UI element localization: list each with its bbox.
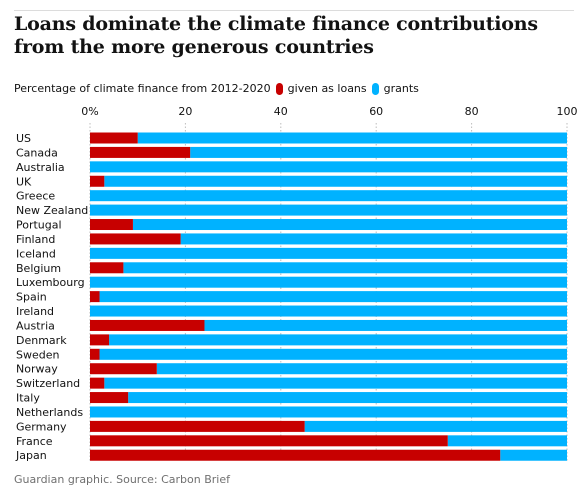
bar-loans-spain [90, 291, 100, 303]
bar-grants-france [447, 435, 567, 447]
category-label-portugal: Portugal [16, 219, 62, 232]
category-label-uk: UK [16, 175, 32, 188]
bar-grants-netherlands [90, 406, 567, 418]
bar-grants-sweden [99, 348, 567, 360]
bar-loans-switzerland [90, 377, 105, 389]
legend: Percentage of climate finance from 2012-… [14, 82, 419, 96]
category-label-us: US [16, 132, 31, 145]
bar-grants-ireland [90, 305, 567, 317]
category-label-netherlands: Netherlands [16, 406, 83, 419]
bar-loans-austria [90, 319, 205, 331]
source-note: Guardian graphic. Source: Carbon Brief [14, 473, 230, 486]
x-tick-label-60: 60 [369, 105, 383, 118]
legend-description: Percentage of climate finance from 2012-… [14, 82, 271, 95]
category-label-australia: Australia [16, 161, 65, 174]
bar-grants-norway [156, 363, 567, 375]
bar-chart: 0% 20 40 60 80 100USCanadaAustraliaUKGreeceNe… [15, 105, 578, 462]
bar-grants-new-zealand [90, 204, 567, 216]
legend-label-grants: grants [383, 82, 419, 95]
bar-grants-austria [204, 319, 568, 331]
category-label-sweden: Sweden [16, 348, 59, 361]
category-label-ireland: Ireland [16, 305, 54, 318]
bar-grants-denmark [109, 334, 567, 346]
bar-grants-canada [190, 146, 568, 158]
category-label-italy: Italy [16, 392, 40, 405]
x-tick-label-40: 40 [274, 105, 288, 118]
category-label-spain: Spain [16, 291, 47, 304]
category-label-canada: Canada [16, 146, 58, 159]
top-rule [14, 10, 574, 11]
bar-grants-finland [180, 233, 567, 245]
bar-loans-france [90, 435, 448, 447]
bar-loans-belgium [90, 262, 124, 274]
bar-grants-spain [99, 291, 567, 303]
bar-grants-greece [90, 190, 567, 202]
bar-loans-denmark [90, 334, 110, 346]
bar-grants-uk [104, 175, 567, 187]
bar-loans-us [90, 132, 138, 144]
category-label-finland: Finland [16, 233, 55, 246]
chart-area: 0% 20 40 60 80 100 US Canada Australia UK Greece Ne… [0, 100, 588, 470]
category-label-switzerland: Switzerland [16, 377, 80, 390]
category-label-greece: Greece [16, 190, 55, 203]
bar-grants-us [137, 132, 567, 144]
category-label-denmark: Denmark [16, 334, 67, 347]
bar-grants-australia [90, 161, 567, 173]
bar-loans-canada [90, 146, 191, 158]
bar-grants-italy [128, 392, 567, 404]
chart-title: Loans dominate the climate finance contr… [14, 13, 538, 58]
bar-loans-japan [90, 449, 501, 461]
bar-loans-uk [90, 175, 105, 187]
category-label-belgium: Belgium [16, 262, 61, 275]
bar-grants-belgium [123, 262, 567, 274]
legend-swatch-grants [371, 83, 379, 95]
x-tick-label-0: 0% [81, 105, 98, 118]
category-label-germany: Germany [16, 420, 67, 433]
category-label-austria: Austria [16, 319, 55, 332]
legend-swatch-loans [275, 83, 283, 95]
x-tick-label-80: 80 [465, 105, 479, 118]
bar-loans-finland [90, 233, 181, 245]
bar-grants-japan [500, 449, 567, 461]
bar-loans-norway [90, 363, 157, 375]
bar-grants-luxembourg [90, 276, 567, 288]
bar-loans-italy [90, 392, 129, 404]
category-label-japan: Japan [15, 449, 47, 462]
category-label-new-zealand: New Zealand [16, 204, 88, 217]
bar-grants-switzerland [104, 377, 567, 389]
bar-loans-sweden [90, 348, 100, 360]
bar-loans-portugal [90, 219, 133, 231]
bar-grants-iceland [90, 247, 567, 259]
bar-grants-germany [304, 420, 567, 432]
x-tick-label-100: 100 [557, 105, 578, 118]
category-label-norway: Norway [16, 363, 58, 376]
bar-grants-portugal [132, 219, 567, 231]
legend-label-loans: given as loans [287, 82, 367, 95]
bar-loans-germany [90, 420, 305, 432]
category-label-luxembourg: Luxembourg [16, 276, 85, 289]
category-label-france: France [16, 435, 53, 448]
category-label-iceland: Iceland [16, 247, 56, 260]
x-tick-label-20: 20 [178, 105, 192, 118]
